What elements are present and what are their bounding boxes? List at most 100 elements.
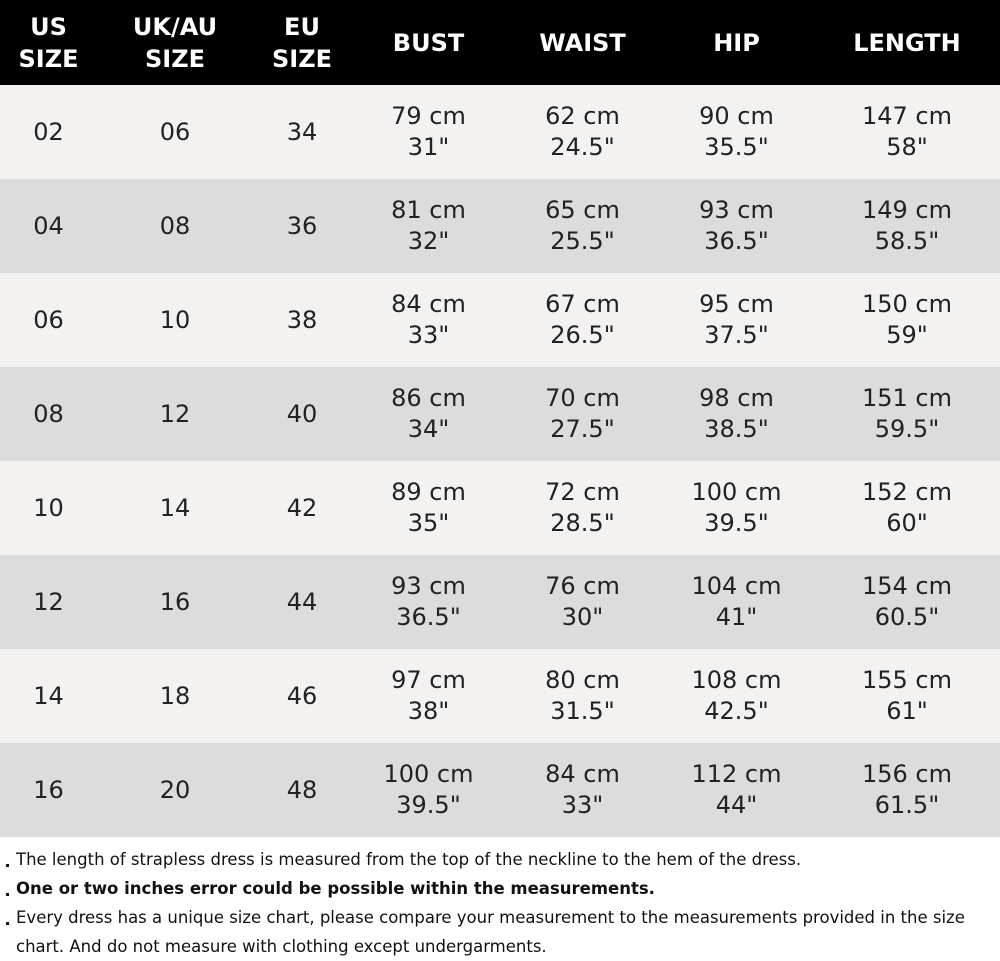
- cell-text: 41": [715, 603, 758, 631]
- table-cell: 152 cm 60": [814, 461, 1000, 555]
- cell-text: 34": [407, 415, 450, 443]
- table-cell: 93 cm 36.5": [351, 555, 506, 649]
- cell-text: 39.5": [396, 791, 461, 819]
- table-cell: 12: [97, 367, 253, 461]
- cell-text: 46: [286, 681, 318, 710]
- cell-text: 80 cm: [545, 666, 620, 694]
- table-row: 14 18 46 97 cm 38" 80 cm 31.5" 108 cm 42.5" 155 c…: [0, 649, 1000, 743]
- table-cell: 156 cm 61.5": [814, 743, 1000, 837]
- cell-text: 70 cm: [545, 384, 620, 412]
- cell-text: 147 cm: [861, 102, 952, 130]
- cell-text: 59": [886, 321, 928, 349]
- cell-text: 59.5": [874, 415, 940, 443]
- note-text: One or two inches error could be possibl…: [16, 879, 655, 898]
- table-cell: 40: [253, 367, 351, 461]
- table-cell: 93 cm 36.5": [659, 179, 814, 273]
- header-text: SIZE: [144, 44, 205, 73]
- table-cell: 62 cm 24.5": [506, 85, 659, 179]
- cell-text: 39.5": [704, 509, 769, 537]
- header-cell: US SIZE: [0, 0, 97, 85]
- header-text: US: [30, 12, 67, 41]
- table-cell: 48: [253, 743, 351, 837]
- cell-text: 16: [33, 775, 64, 804]
- header-text: WAIST: [539, 28, 626, 57]
- cell-text: 34: [286, 117, 318, 146]
- cell-text: 24.5": [550, 133, 615, 161]
- table-cell: 12: [0, 555, 97, 649]
- header-cell: UK/AU SIZE: [97, 0, 253, 85]
- header-text: EU: [284, 12, 320, 41]
- header-text: UK/AU: [132, 12, 218, 41]
- cell-text: 100 cm: [691, 478, 782, 506]
- cell-text: 25.5": [550, 227, 615, 255]
- cell-text: 38: [286, 305, 318, 334]
- notes: The length of strapless dress is measure…: [0, 837, 1000, 961]
- cell-text: 58": [886, 133, 928, 161]
- cell-text: 32": [407, 227, 450, 255]
- table-row: 10 14 42 89 cm 35" 72 cm 28.5" 100 cm 39.5" 152 c…: [0, 461, 1000, 555]
- cell-text: 26.5": [550, 321, 615, 349]
- table-cell: 20: [97, 743, 253, 837]
- cell-text: 81 cm: [391, 196, 466, 224]
- cell-text: 33": [561, 791, 604, 819]
- table-cell: 14: [0, 649, 97, 743]
- table-cell: 16: [97, 555, 253, 649]
- cell-text: 65 cm: [545, 196, 620, 224]
- table-cell: 89 cm 35": [351, 461, 506, 555]
- bullet: [6, 864, 9, 867]
- cell-text: 44: [286, 587, 318, 616]
- note: Every dress has a unique size chart, ple…: [6, 903, 990, 961]
- cell-text: 42.5": [704, 697, 769, 725]
- cell-text: 27.5": [550, 415, 615, 443]
- cell-text: 98 cm: [699, 384, 774, 412]
- cell-text: 06: [33, 305, 64, 334]
- cell-text: 156 cm: [861, 760, 952, 788]
- table-cell: 147 cm 58": [814, 85, 1000, 179]
- table-cell: 72 cm 28.5": [506, 461, 659, 555]
- cell-text: 12: [159, 399, 191, 428]
- table-cell: 84 cm 33": [351, 273, 506, 367]
- cell-text: 02: [33, 117, 64, 146]
- note: The length of strapless dress is measure…: [6, 845, 990, 874]
- table-cell: 97 cm 38": [351, 649, 506, 743]
- cell-text: 155 cm: [861, 666, 952, 694]
- cell-text: 36: [286, 211, 318, 240]
- table-cell: 79 cm 31": [351, 85, 506, 179]
- cell-text: 149 cm: [861, 196, 952, 224]
- cell-text: 37.5": [704, 321, 769, 349]
- table-cell: 10: [97, 273, 253, 367]
- cell-text: 40: [286, 399, 318, 428]
- table-cell: 04: [0, 179, 97, 273]
- cell-text: 06: [159, 117, 191, 146]
- cell-text: 36.5": [396, 603, 461, 631]
- header-text: HIP: [713, 28, 760, 57]
- table-cell: 65 cm 25.5": [506, 179, 659, 273]
- cell-text: 112 cm: [691, 760, 782, 788]
- table-cell: 98 cm 38.5": [659, 367, 814, 461]
- cell-text: 08: [33, 399, 64, 428]
- table-cell: 95 cm 37.5": [659, 273, 814, 367]
- cell-text: 72 cm: [545, 478, 620, 506]
- table-cell: 02: [0, 85, 97, 179]
- cell-text: 33": [407, 321, 450, 349]
- cell-text: 12: [33, 587, 64, 616]
- bullet: [6, 922, 9, 925]
- cell-text: 58.5": [874, 227, 940, 255]
- header-cell: BUST: [351, 0, 506, 85]
- table-cell: 154 cm 60.5": [814, 555, 1000, 649]
- size-table: US SIZE UK/AU SIZE EU SIZE BUST WAIST HIP LENGTH 0…: [0, 0, 1000, 837]
- bullet: [6, 893, 9, 896]
- table-cell: 10: [0, 461, 97, 555]
- table-cell: 46: [253, 649, 351, 743]
- cell-text: 31.5": [550, 697, 615, 725]
- cell-text: 60.5": [874, 603, 940, 631]
- cell-text: 10: [159, 305, 191, 334]
- cell-text: 38": [407, 697, 450, 725]
- table-cell: 104 cm 41": [659, 555, 814, 649]
- cell-text: 16: [159, 587, 191, 616]
- table-cell: 86 cm 34": [351, 367, 506, 461]
- table-cell: 36: [253, 179, 351, 273]
- table-row: 02 06 34 79 cm 31" 62 cm 24.5" 90 cm 35.5" 147 cm…: [0, 85, 1000, 179]
- table-cell: 100 cm 39.5": [351, 743, 506, 837]
- cell-text: 151 cm: [861, 384, 952, 412]
